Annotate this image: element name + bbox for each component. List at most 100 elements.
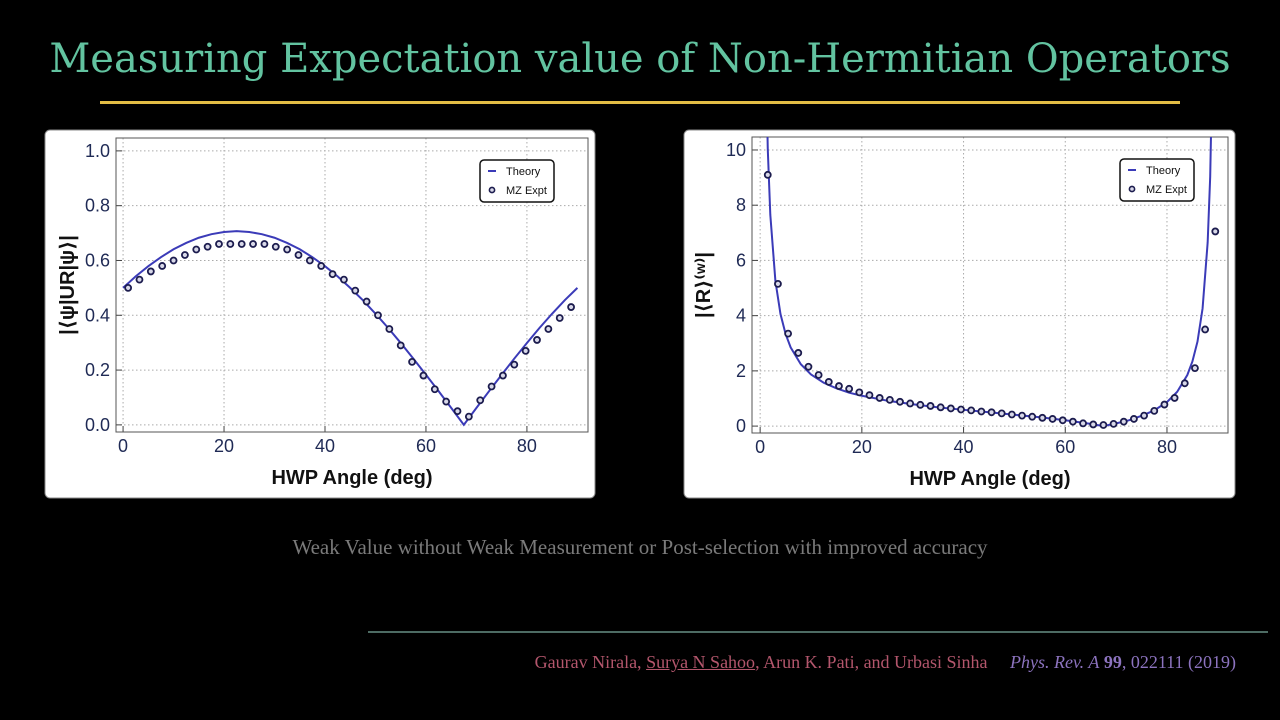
data-point (1079, 419, 1087, 428)
x-tick-label: 80 (517, 436, 537, 456)
y-axis-label: |⟨R⟩⁽ʷ⁾| (693, 252, 715, 318)
data-point (328, 270, 337, 279)
y-tick-label: 0.0 (85, 415, 110, 435)
y-axis-label: |⟨ψ|UR|ψ⟩| (57, 235, 79, 335)
data-point (896, 397, 904, 406)
data-point (430, 385, 439, 394)
data-point (419, 371, 428, 380)
data-point (192, 245, 201, 254)
y-tick-label: 4 (736, 306, 746, 326)
data-point (1130, 415, 1138, 423)
data-point (1048, 415, 1057, 423)
chart-panel (44, 129, 596, 499)
data-point (1150, 407, 1159, 415)
citation-rule (368, 631, 1268, 633)
plot-frame (751, 136, 1229, 434)
data-point (916, 400, 925, 409)
x-tick-label: 60 (416, 436, 436, 456)
x-tick-label: 60 (1055, 437, 1075, 457)
data-point (865, 391, 874, 400)
data-point (1028, 412, 1037, 421)
data-point (926, 402, 935, 410)
y-tick-label: 0.2 (85, 360, 110, 380)
data-point (124, 283, 133, 292)
volume: 99 (1103, 652, 1122, 672)
article: , 022111 (2019) (1121, 652, 1236, 672)
data-point (442, 397, 451, 406)
data-point (510, 360, 519, 369)
data-point (305, 256, 314, 265)
data-point (1180, 379, 1189, 388)
y-tick-label: 8 (736, 195, 746, 215)
data-point (794, 349, 803, 357)
data-point (1211, 227, 1220, 236)
data-point (936, 403, 945, 412)
data-point (544, 325, 553, 333)
legend-box (1119, 158, 1195, 202)
journal-ref: Phys. Rev. A 99, 022111 (2019) (1010, 652, 1236, 672)
data-point (987, 408, 996, 417)
data-point (249, 240, 257, 248)
data-point (1038, 413, 1047, 422)
data-point (555, 314, 564, 322)
legend-label: MZ Expt (1146, 184, 1187, 196)
data-point (351, 286, 360, 295)
data-point (226, 240, 235, 248)
data-point (1007, 410, 1016, 419)
data-point (855, 388, 864, 397)
legend-swatch (488, 186, 496, 194)
data-point (260, 240, 269, 248)
data-point (499, 371, 507, 380)
data-point (1089, 420, 1098, 429)
data-point (967, 406, 976, 415)
data-point (362, 297, 371, 306)
x-axis-label: HWP Angle (deg) (909, 468, 1070, 490)
x-axis-label: HWP Angle (deg) (271, 467, 432, 489)
data-point (396, 341, 405, 350)
x-tick-label: 0 (755, 437, 765, 457)
x-tick-label: 0 (118, 436, 128, 456)
y-tick-label: 0.6 (85, 250, 110, 270)
data-point (215, 240, 223, 248)
data-point (340, 275, 348, 284)
slide-title: Measuring Expectation value of Non-Hermi… (49, 36, 1231, 82)
plot-frame (115, 137, 589, 433)
x-tick-label: 40 (954, 437, 974, 457)
data-point (1109, 419, 1118, 428)
data-point (1068, 417, 1077, 426)
authors: Gaurav Nirala, (534, 652, 642, 672)
data-point (385, 325, 394, 333)
slide-subtitle: Weak Value without Weak Measurement or P… (292, 535, 988, 559)
data-point (1170, 394, 1179, 402)
authors: , Arun K. Pati, and Urbasi Sinha (755, 652, 988, 672)
data-point (977, 407, 986, 416)
data-point (476, 396, 485, 405)
data-point (784, 329, 793, 338)
data-point (946, 404, 955, 413)
data-point (906, 399, 915, 408)
data-point (158, 262, 167, 270)
x-tick-label: 40 (315, 436, 335, 456)
data-point (1058, 416, 1067, 425)
data-point (533, 336, 541, 344)
data-point (317, 262, 326, 270)
data-point (1201, 325, 1210, 334)
data-point (521, 346, 530, 355)
data-point (824, 378, 833, 386)
data-point (408, 357, 416, 366)
data-point (567, 303, 575, 311)
citation: Gaurav Nirala, Surya N Sahoo, Arun K. Pa… (535, 652, 1236, 673)
y-tick-label: 0 (736, 416, 746, 436)
legend-label: MZ Expt (506, 185, 547, 197)
data-point (1160, 400, 1169, 409)
legend-swatch (1128, 185, 1136, 193)
legend-box (479, 159, 555, 203)
chart-panel (683, 129, 1236, 499)
x-tick-label: 20 (214, 436, 234, 456)
data-point (146, 267, 155, 276)
y-tick-label: 1.0 (85, 141, 110, 161)
data-point (374, 311, 382, 320)
